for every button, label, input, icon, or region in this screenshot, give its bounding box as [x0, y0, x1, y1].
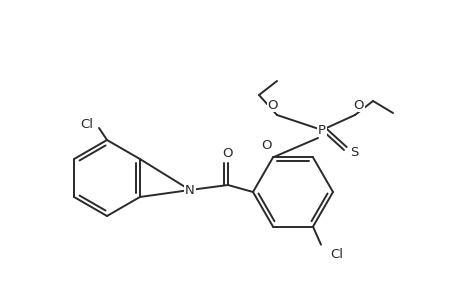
Text: O: O: [222, 146, 233, 160]
Text: O: O: [261, 139, 272, 152]
Text: O: O: [267, 98, 278, 112]
Text: Cl: Cl: [329, 248, 342, 261]
Text: P: P: [317, 124, 325, 136]
Text: S: S: [349, 146, 358, 158]
Text: O: O: [353, 98, 364, 112]
Text: N: N: [185, 184, 195, 196]
Text: Cl: Cl: [80, 118, 93, 130]
